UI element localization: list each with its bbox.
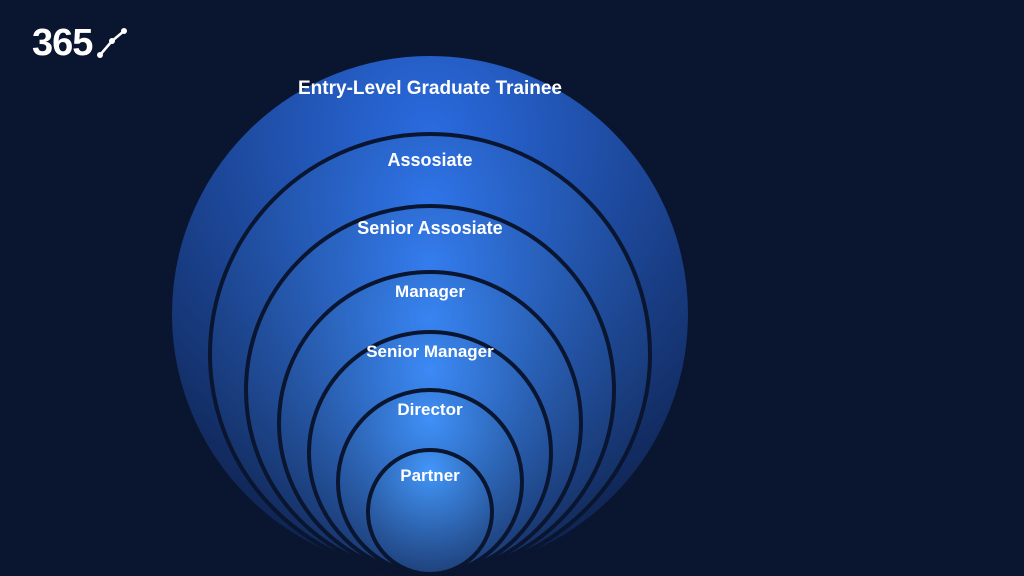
career-ring-label: Director — [0, 400, 942, 420]
career-ring-label: Entry-Level Graduate Trainee — [0, 78, 942, 100]
career-ring-label: Assosiate — [0, 150, 942, 171]
brand-logo: 365 — [32, 22, 130, 65]
brand-logo-mark-icon — [94, 25, 130, 61]
infographic-canvas: 365 Entry-Level Graduate Trainee Assosiat… — [0, 0, 1024, 576]
career-ring-label: Partner — [0, 466, 942, 486]
brand-logo-text: 365 — [32, 22, 92, 65]
career-ring-label: Senior Manager — [0, 342, 942, 362]
career-ring-label: Senior Assosiate — [0, 218, 942, 239]
career-ring-label: Manager — [0, 282, 942, 302]
